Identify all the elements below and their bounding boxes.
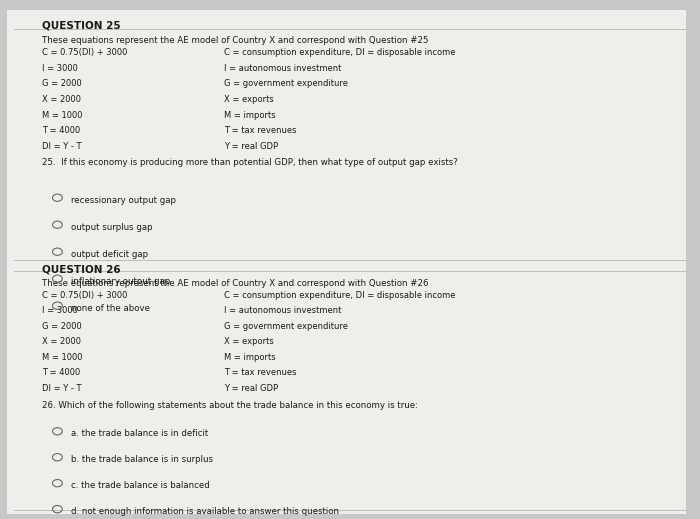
Text: T = 4000: T = 4000 [42, 126, 80, 135]
Text: I = autonomous investment: I = autonomous investment [224, 306, 342, 315]
Text: G = 2000: G = 2000 [42, 79, 82, 88]
Text: QUESTION 25: QUESTION 25 [42, 21, 120, 31]
Text: M = 1000: M = 1000 [42, 353, 83, 362]
Text: a. the trade balance is in deficit: a. the trade balance is in deficit [71, 429, 209, 438]
Text: c. the trade balance is balanced: c. the trade balance is balanced [71, 481, 210, 490]
Text: recessionary output gap: recessionary output gap [71, 196, 176, 204]
Text: M = imports: M = imports [224, 111, 276, 119]
Text: M = 1000: M = 1000 [42, 111, 83, 119]
Text: d. not enough information is available to answer this question: d. not enough information is available t… [71, 507, 340, 516]
Text: C = consumption expenditure, DI = disposable income: C = consumption expenditure, DI = dispos… [224, 291, 456, 299]
Text: M = imports: M = imports [224, 353, 276, 362]
Text: I = 3000: I = 3000 [42, 306, 78, 315]
Text: Y = real GDP: Y = real GDP [224, 142, 278, 151]
Text: C = consumption expenditure, DI = disposable income: C = consumption expenditure, DI = dispos… [224, 48, 456, 57]
Text: T = tax revenues: T = tax revenues [224, 126, 297, 135]
Text: T = tax revenues: T = tax revenues [224, 368, 297, 377]
Text: C = 0.75(DI) + 3000: C = 0.75(DI) + 3000 [42, 291, 127, 299]
Text: These equations represent the AE model of Country X and correspond with Question: These equations represent the AE model o… [42, 36, 428, 45]
Text: none of the above: none of the above [71, 304, 150, 312]
Text: X = exports: X = exports [224, 337, 274, 346]
Text: DI = Y - T: DI = Y - T [42, 142, 81, 151]
Text: DI = Y - T: DI = Y - T [42, 384, 81, 393]
Text: These equations represent the AE model of Country X and correspond with Question: These equations represent the AE model o… [42, 279, 428, 288]
FancyBboxPatch shape [7, 10, 686, 514]
Text: 25.  If this economy is producing more than potential GDP, then what type of out: 25. If this economy is producing more th… [42, 158, 458, 167]
Text: inflationary output gap: inflationary output gap [71, 277, 171, 285]
Text: QUESTION 26: QUESTION 26 [42, 265, 120, 275]
Text: G = government expenditure: G = government expenditure [224, 322, 348, 331]
Text: output deficit gap: output deficit gap [71, 250, 148, 258]
Text: G = 2000: G = 2000 [42, 322, 82, 331]
Text: C = 0.75(DI) + 3000: C = 0.75(DI) + 3000 [42, 48, 127, 57]
Text: I = autonomous investment: I = autonomous investment [224, 64, 342, 73]
Text: X = exports: X = exports [224, 95, 274, 104]
Text: X = 2000: X = 2000 [42, 337, 81, 346]
Text: T = 4000: T = 4000 [42, 368, 80, 377]
Text: output surplus gap: output surplus gap [71, 223, 153, 231]
Text: 26. Which of the following statements about the trade balance in this economy is: 26. Which of the following statements ab… [42, 401, 418, 409]
Text: I = 3000: I = 3000 [42, 64, 78, 73]
Text: X = 2000: X = 2000 [42, 95, 81, 104]
Text: G = government expenditure: G = government expenditure [224, 79, 348, 88]
Text: b. the trade balance is in surplus: b. the trade balance is in surplus [71, 455, 214, 464]
Text: Y = real GDP: Y = real GDP [224, 384, 278, 393]
